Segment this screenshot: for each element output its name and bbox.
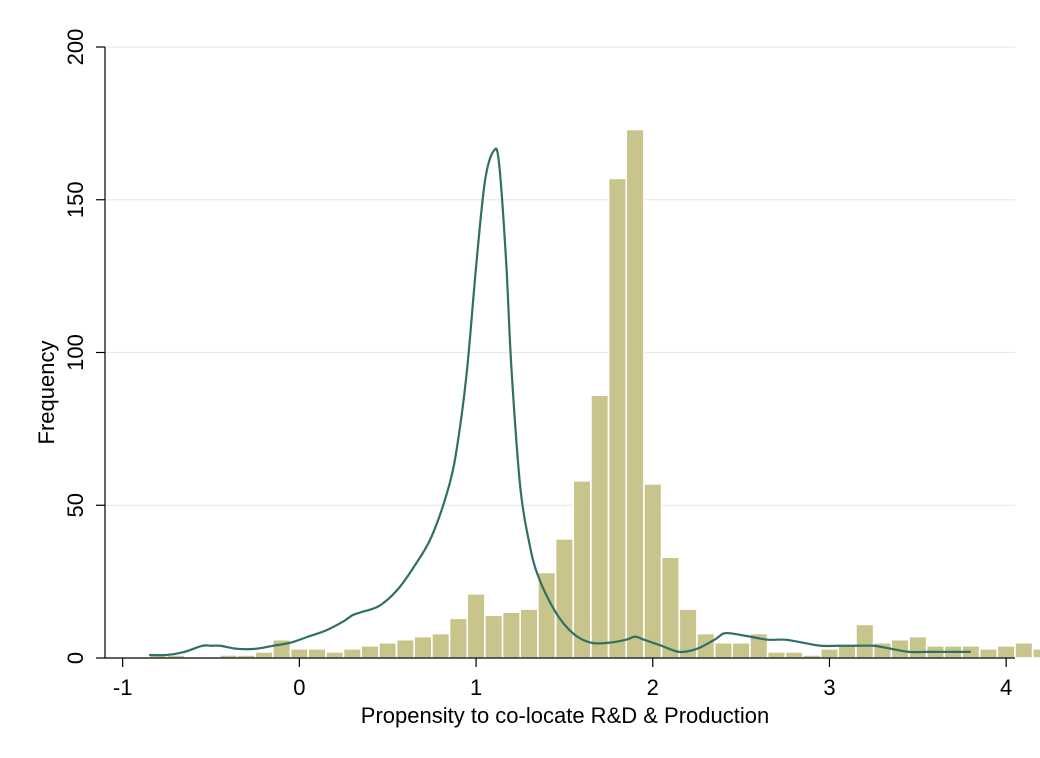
histogram-bar: [254, 651, 274, 659]
histogram-bar: [1031, 648, 1040, 659]
histogram-bar: [431, 632, 451, 659]
density-curve: [149, 147, 971, 657]
histogram-bar: [978, 648, 999, 659]
x-tick-label: 1: [470, 675, 482, 700]
histogram-bar: [413, 635, 433, 659]
histogram-bar: [590, 394, 610, 659]
histogram-bar: [784, 651, 804, 659]
histogram-bar: [484, 614, 504, 659]
y-tick-label: 0: [63, 652, 88, 664]
y-axis-ticks: 0 50 100 150 200: [63, 29, 105, 664]
histogram-bar: [643, 483, 663, 659]
y-tick-label: 200: [63, 29, 88, 66]
histogram-bar: [289, 648, 310, 659]
x-axis-ticks: -1 0 1 2 3 4: [113, 658, 1012, 700]
histogram-bar: [501, 611, 522, 659]
histogram-bar: [395, 638, 416, 659]
x-tick-label: 2: [647, 675, 659, 700]
histogram-bar: [625, 128, 645, 659]
histogram-bar: [448, 617, 469, 659]
x-axis-title: Propensity to co-locate R&D & Production: [361, 703, 769, 728]
histogram-bar: [766, 651, 787, 659]
y-tick-label: 150: [63, 181, 88, 218]
histogram-bar: [554, 538, 575, 659]
x-tick-label: 0: [293, 675, 305, 700]
histogram-bar: [1014, 641, 1034, 659]
histogram-bar: [342, 648, 363, 659]
histogram-bar: [713, 641, 734, 659]
y-axis-title: Frequency: [34, 341, 59, 445]
histogram-bar: [466, 593, 486, 659]
histogram-bar: [325, 651, 345, 659]
histogram-bar: [855, 623, 875, 659]
histogram-bar: [360, 644, 380, 659]
histogram-bar: [837, 644, 857, 659]
y-tick-label: 100: [63, 334, 88, 371]
histogram-bar: [378, 641, 398, 659]
histogram-bar: [908, 635, 928, 659]
histogram-bar: [307, 648, 327, 659]
histogram-bar: [572, 480, 592, 659]
histogram-bar: [607, 177, 628, 659]
x-tick-label: 3: [823, 675, 835, 700]
x-tick-label: 4: [1000, 675, 1012, 700]
histogram-bar: [519, 608, 539, 659]
histogram-bar: [660, 556, 681, 659]
x-tick-label: -1: [113, 675, 133, 700]
grid-lines: [105, 46, 1015, 506]
histogram-bars: [148, 128, 1040, 659]
histogram-bar: [996, 644, 1016, 659]
histogram-bar: [537, 571, 557, 659]
histogram-bar: [819, 648, 840, 659]
y-tick-label: 50: [63, 493, 88, 517]
histogram-bar: [731, 641, 751, 659]
